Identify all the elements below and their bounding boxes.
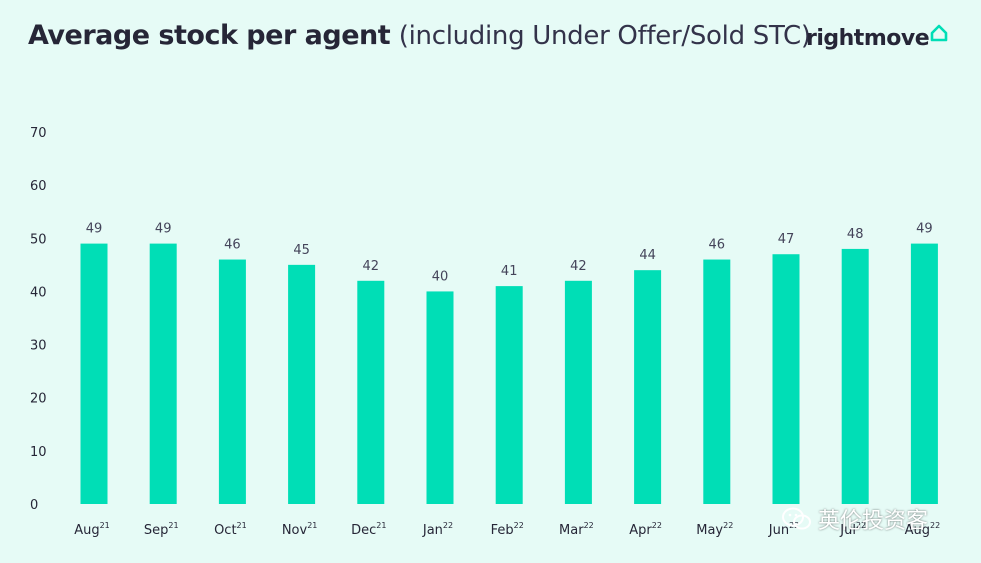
bar (772, 254, 800, 504)
chart-title: Average stock per agent (including Under… (28, 20, 811, 51)
x-tick-label: Mar22 (559, 521, 594, 538)
y-tick-label: 50 (30, 232, 47, 247)
y-tick-label: 40 (30, 285, 47, 300)
x-tick-label: Nov21 (282, 521, 318, 538)
bar (426, 291, 454, 504)
bar-value-label: 42 (570, 259, 587, 274)
bar (703, 259, 731, 504)
x-tick-label: Sep21 (144, 521, 179, 538)
watermark-text: 英伦投资客 (818, 509, 929, 534)
bar-value-label: 49 (155, 222, 172, 237)
bar-value-label: 49 (86, 222, 103, 237)
bar (495, 286, 523, 504)
x-tick-label: Jul22 (839, 521, 866, 538)
bar-value-label: 46 (224, 238, 241, 253)
bar (357, 280, 385, 504)
x-tick-label: Apr22 (629, 521, 662, 538)
x-tick-label: Jan22 (422, 521, 453, 538)
rightmove-logo: rightmove (806, 26, 930, 51)
bar (149, 243, 177, 504)
bar (218, 259, 246, 504)
watermark: 英伦投资客 (782, 503, 928, 535)
bar (841, 248, 869, 504)
y-tick-label: 70 (30, 126, 47, 141)
y-tick-label: 30 (30, 339, 47, 354)
x-tick-label: Feb22 (491, 521, 524, 538)
bar (564, 280, 592, 504)
bar-value-label: 46 (709, 238, 726, 253)
x-tick-label: Oct21 (214, 521, 247, 538)
bar-value-label: 47 (778, 232, 795, 247)
bar (634, 270, 662, 504)
y-tick-label: 0 (30, 498, 38, 513)
title-subtitle: (including Under Offer/Sold STC) (398, 21, 811, 51)
bar-value-label: 40 (432, 269, 449, 284)
wechat-icon (782, 507, 811, 530)
bar-value-label: 49 (916, 222, 933, 237)
bar-value-label: 45 (293, 243, 310, 258)
bar-value-label: 41 (501, 264, 518, 279)
bar (80, 243, 108, 504)
y-tick-label: 10 (30, 445, 47, 460)
x-tick-label: Aug21 (74, 521, 110, 538)
bar-value-label: 48 (847, 227, 864, 242)
house-logo-icon (930, 24, 948, 42)
x-tick-label: Dec21 (351, 521, 386, 538)
y-tick-label: 60 (30, 179, 47, 194)
bar (910, 243, 938, 504)
bar-value-label: 44 (639, 248, 656, 263)
x-tick-label: Aug22 (905, 521, 941, 538)
y-tick-label: 20 (30, 392, 47, 407)
x-tick-label: May22 (696, 521, 733, 538)
title-main: Average stock per agent (28, 20, 391, 51)
bar (288, 264, 316, 504)
bar-value-label: 42 (363, 259, 380, 274)
